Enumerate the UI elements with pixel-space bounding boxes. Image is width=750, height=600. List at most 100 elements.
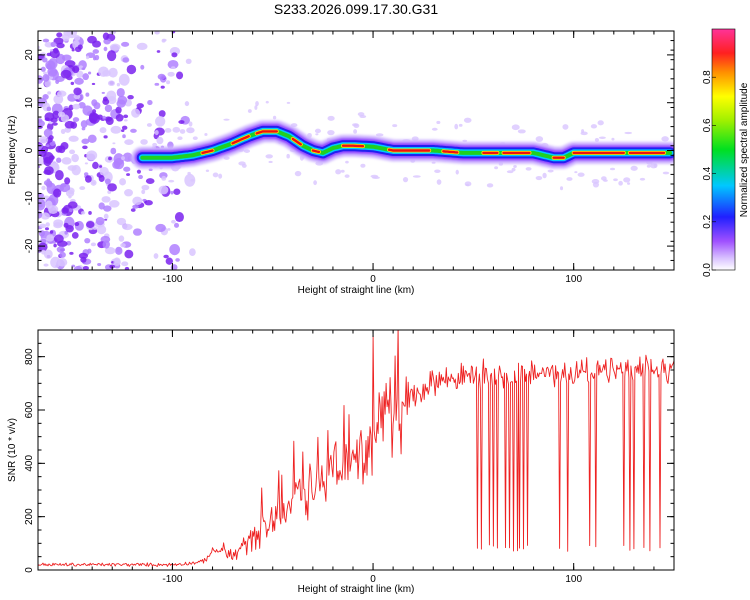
noise-speckle [344,174,350,178]
noise-speckle [141,184,150,191]
noise-speckle [255,100,259,107]
colorbar-gradient [712,29,735,270]
noise-speckle [86,150,98,161]
noise-speckle [102,32,110,40]
noise-speckle [74,35,81,41]
noise-speckle [59,251,66,258]
x-tick-label: 0 [370,574,376,585]
noise-speckle [106,90,117,102]
noise-speckle [112,142,116,145]
noise-speckle [577,172,585,177]
noise-speckle [92,181,96,185]
noise-speckle [43,263,49,267]
figure-title: S233.2026.099.17.30.G31 [274,1,438,17]
noise-speckle [43,249,53,259]
noise-speckle [49,230,54,234]
noise-speckle [103,205,112,212]
noise-speckle [458,123,463,127]
noise-speckle [661,136,669,142]
y-tick-label: 20 [24,49,35,61]
noise-speckle [154,31,160,35]
colorbar-tick-label: 0.0 [702,263,713,277]
noise-speckle [38,118,43,124]
x-tick-label: 0 [370,274,376,285]
noise-speckle [64,60,76,68]
noise-speckle [122,152,133,162]
colorbar-ticks: 0.0 0.2 0.4 0.6 0.8 [702,70,716,277]
ridge-peak [201,149,214,155]
noise-speckle [65,224,74,233]
noise-speckle [67,201,78,209]
noise-speckle [653,163,658,168]
y-tick-label: 400 [24,455,35,472]
noise-speckle [513,165,517,168]
noise-speckle [624,131,633,135]
noise-speckle [107,183,117,192]
noise-speckle [352,123,359,127]
noise-speckle [627,182,631,185]
noise-speckle [87,248,92,254]
y-tick-label: 200 [24,508,35,525]
noise-speckle [122,57,130,63]
x-tick-label: -100 [162,574,182,585]
noise-speckle [116,99,126,108]
noise-speckle [340,169,345,173]
noise-speckle [465,183,470,187]
snr-panel: -100 0 100 0 200 400 600 800 Height of straight… [7,329,675,595]
noise-speckle [205,169,210,172]
noise-speckle [455,169,459,175]
noise-speckle [102,69,111,77]
noise-speckle [171,66,176,69]
noise-speckle [335,169,342,175]
noise-speckle [402,176,409,183]
noise-speckle [92,226,98,230]
noise-speckle [57,111,66,118]
noise-speckle [254,105,258,110]
noise-speckle [84,162,88,165]
noise-speckle [50,256,61,269]
noise-speckle [68,135,79,142]
noise-speckle [136,42,148,51]
noise-speckle [121,125,128,130]
noise-speckle [90,242,97,247]
noise-speckle [566,177,573,181]
noise-speckle [525,167,532,171]
noise-speckle [81,138,90,145]
noise-speckle [55,169,64,181]
noise-speckle [57,90,67,97]
noise-speckle [70,81,75,86]
noise-speckle [145,178,155,185]
noise-speckle [72,65,80,74]
noise-speckle [130,128,137,133]
noise-speckle [121,129,125,133]
noise-speckle [81,67,86,71]
noise-speckle [186,127,195,134]
noise-speckle [170,190,174,195]
noise-speckle [38,230,46,237]
noise-speckle [174,222,180,228]
spectrogram-xlabel: Height of straight line (km) [298,285,415,296]
noise-speckle [155,223,166,233]
noise-speckle [542,172,547,179]
noise-speckle [146,123,152,127]
noise-speckle [61,157,72,165]
noise-speckle [47,67,58,77]
noise-speckle [116,82,121,87]
noise-speckle [511,167,516,172]
noise-speckle [294,170,302,177]
noise-speckle [158,110,166,118]
noise-speckle [61,54,72,61]
noise-speckle [327,130,335,136]
noise-speckle [38,242,48,252]
noise-speckle [98,202,105,210]
noise-speckle [52,122,58,126]
noise-speckle [95,216,105,226]
noise-speckle [56,157,62,163]
noise-speckle [132,204,139,209]
noise-speckle [154,129,159,136]
noise-speckle [116,217,127,226]
spectrogram-heatmap [38,31,674,270]
noise-speckle [42,38,50,43]
noise-speckle [204,132,208,136]
noise-speckle [115,113,124,122]
